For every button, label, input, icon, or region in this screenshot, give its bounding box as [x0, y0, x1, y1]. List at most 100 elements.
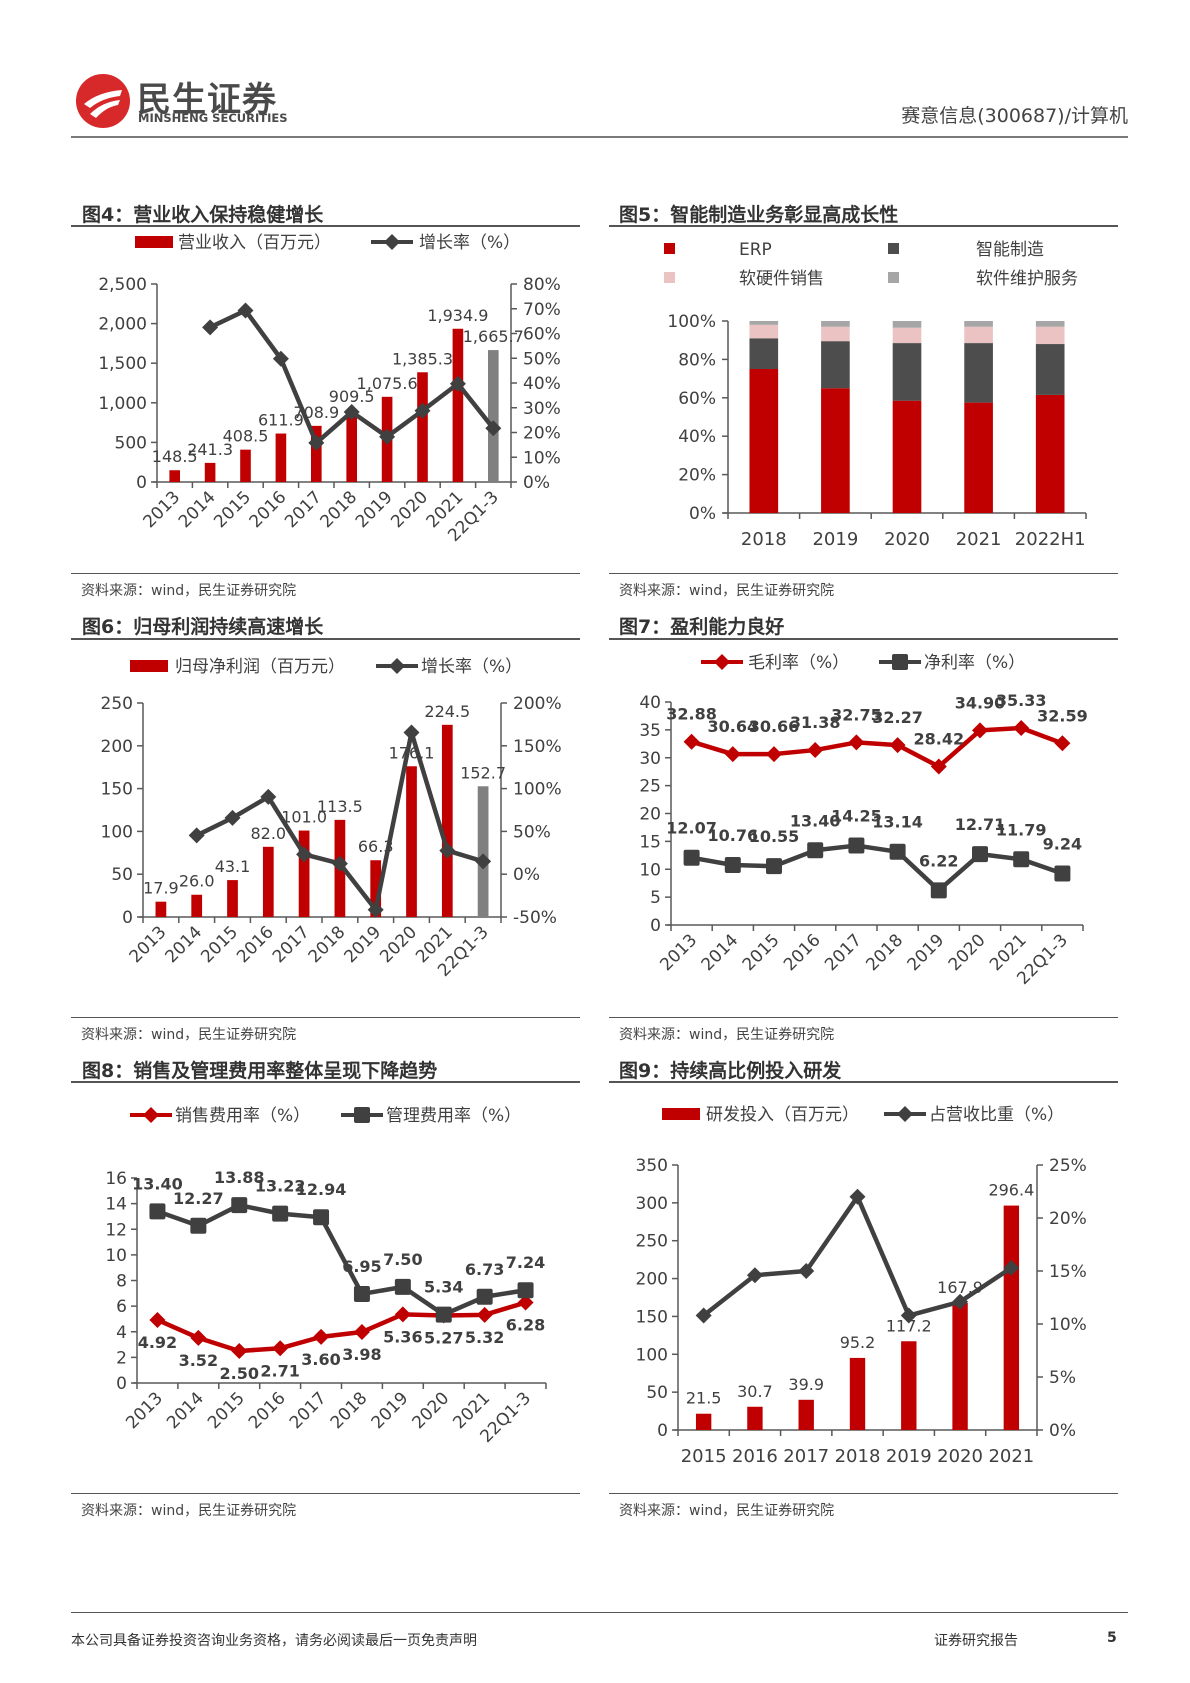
data-point-diamond-icon — [439, 842, 456, 859]
bar — [417, 372, 428, 482]
x-tick-label: 2013 — [122, 1388, 167, 1433]
x-tick-label: 2020 — [376, 922, 421, 967]
data-label: 12.94 — [296, 1180, 347, 1199]
y-tick-label-left: 2,500 — [98, 275, 147, 295]
data-point-diamond-icon — [683, 733, 700, 750]
fig9-title: 图9：持续高比例投入研发 — [619, 1060, 842, 1082]
data-label: 6.73 — [465, 1260, 504, 1279]
y-tick-label-left: 4 — [116, 1323, 127, 1343]
data-point-diamond-icon — [331, 855, 348, 872]
bar — [169, 470, 181, 482]
bar — [204, 462, 216, 482]
bar — [747, 1406, 763, 1430]
bar — [952, 1302, 968, 1430]
fig6-title: 图6：归母利润持续高速增长 — [82, 616, 324, 638]
y-tick-label-right: 40% — [523, 374, 561, 394]
bar — [310, 425, 322, 482]
data-point-diamond-icon — [343, 403, 360, 420]
y-tick-label-right: 0% — [1049, 1421, 1076, 1441]
fig8-title-rule — [71, 1081, 580, 1083]
y-tick-label-left: 12 — [105, 1220, 127, 1240]
data-label: 26.0 — [179, 872, 215, 891]
y-tick-label-right: 200% — [513, 694, 562, 714]
series-line — [690, 725, 1064, 769]
bar — [487, 350, 499, 482]
stacked-bar-segment — [964, 321, 993, 327]
y-tick-label-right: 10% — [1049, 1315, 1087, 1335]
data-label: 5.32 — [465, 1328, 504, 1347]
data-label: 43.1 — [215, 857, 251, 876]
y-tick-label-left: 40 — [639, 693, 661, 713]
y-tick-label-left: 8 — [116, 1272, 127, 1292]
y-tick-label-left: 6 — [116, 1297, 127, 1317]
legend-label: 增长率（%） — [421, 657, 522, 677]
data-label: 101.0 — [281, 808, 327, 827]
logo-text-en: MINSHENG SECURITIES — [138, 111, 288, 125]
data-label: 32.88 — [666, 705, 717, 724]
data-label: 39.9 — [788, 1375, 824, 1394]
y-tick-label-right: 70% — [523, 300, 561, 320]
y-tick-label-left: 150 — [636, 1307, 668, 1327]
header-divider — [71, 136, 1128, 138]
y-tick-label-left: 100 — [636, 1345, 668, 1365]
y-tick-label-left: 150 — [101, 780, 133, 800]
legend-item: 净利率（%） — [879, 653, 1025, 673]
y-tick-label-right: 50% — [513, 822, 551, 842]
bar — [275, 433, 287, 482]
footer-report-type: 证券研究报告 — [934, 1633, 1018, 1649]
x-tick-label: 2021 — [988, 1446, 1034, 1467]
legend-diamond-marker-icon — [143, 1107, 159, 1123]
fig7-source-rule — [609, 1017, 1118, 1018]
y-tick-label-left: 200 — [636, 1270, 668, 1290]
x-tick-label: 2020 — [884, 529, 930, 550]
footer-disclaimer: 本公司具备证券投资咨询业务资格，请务必阅读最后一页免责声明 — [71, 1633, 477, 1649]
data-label: 95.2 — [840, 1333, 876, 1352]
data-label: 82.0 — [250, 824, 286, 843]
y-tick-label-right: 80% — [523, 275, 561, 295]
data-label: 17.9 — [143, 879, 179, 898]
legend-item: ERP — [664, 240, 772, 260]
y-tick-label-left: 0 — [122, 908, 133, 928]
y-tick-label-left: 2,000 — [98, 315, 147, 335]
x-tick-label: 2022H1 — [1015, 529, 1086, 550]
stacked-bar-segment — [1035, 321, 1065, 327]
x-tick-label: 2019 — [886, 1446, 932, 1467]
fig9-rd-chart: 研发投入（百万元） 占营收比重（%） 0 50 100 150 200 250 300 350 0%… — [636, 1105, 1087, 1467]
legend-label: 管理费用率（%） — [386, 1106, 521, 1126]
data-label: 30.66 — [749, 717, 800, 736]
x-tick-label: 2016 — [233, 922, 278, 967]
data-point-diamond-icon — [231, 1342, 248, 1359]
stacked-bar-segment — [821, 341, 850, 389]
y-tick-label-right: 20% — [523, 424, 561, 444]
data-point-square-icon — [930, 882, 947, 899]
data-label: 30.7 — [737, 1382, 773, 1401]
x-tick-label: 2016 — [732, 1446, 778, 1467]
data-label: 241.3 — [187, 440, 233, 459]
x-tick-label: 2017 — [783, 1446, 829, 1467]
data-label: 12.71 — [955, 815, 1006, 834]
y-tick-label-left: 25 — [639, 777, 661, 797]
x-tick-label: 2014 — [698, 930, 743, 975]
data-label: 611.9 — [258, 411, 304, 430]
legend-label: 毛利率（%） — [748, 653, 849, 673]
data-label: 5.27 — [424, 1328, 463, 1347]
data-point-diamond-icon — [313, 1328, 330, 1345]
y-tick-label-left: 35 — [639, 721, 661, 741]
legend-item: 智能制造 — [888, 240, 1044, 260]
legend-diamond-marker-icon — [389, 658, 405, 674]
footer-divider — [71, 1612, 1128, 1613]
data-point-diamond-icon — [379, 428, 396, 445]
x-tick-label: 2014 — [175, 487, 220, 532]
series-line — [702, 1194, 1013, 1318]
data-point-square-icon — [807, 842, 824, 859]
data-point-diamond-icon — [272, 350, 289, 367]
legend-item: 增长率（%） — [376, 657, 522, 677]
data-point-diamond-icon — [485, 420, 502, 437]
legend-label: 归母净利润（百万元） — [175, 657, 345, 677]
legend-label: 占营收比重（%） — [929, 1105, 1064, 1125]
data-label: 152.7 — [460, 763, 506, 782]
legend-bar-swatch — [130, 660, 168, 672]
legend-diamond-marker-icon — [897, 1106, 913, 1122]
fig4-source-rule — [71, 573, 580, 574]
x-tick-label: 2017 — [821, 930, 866, 975]
